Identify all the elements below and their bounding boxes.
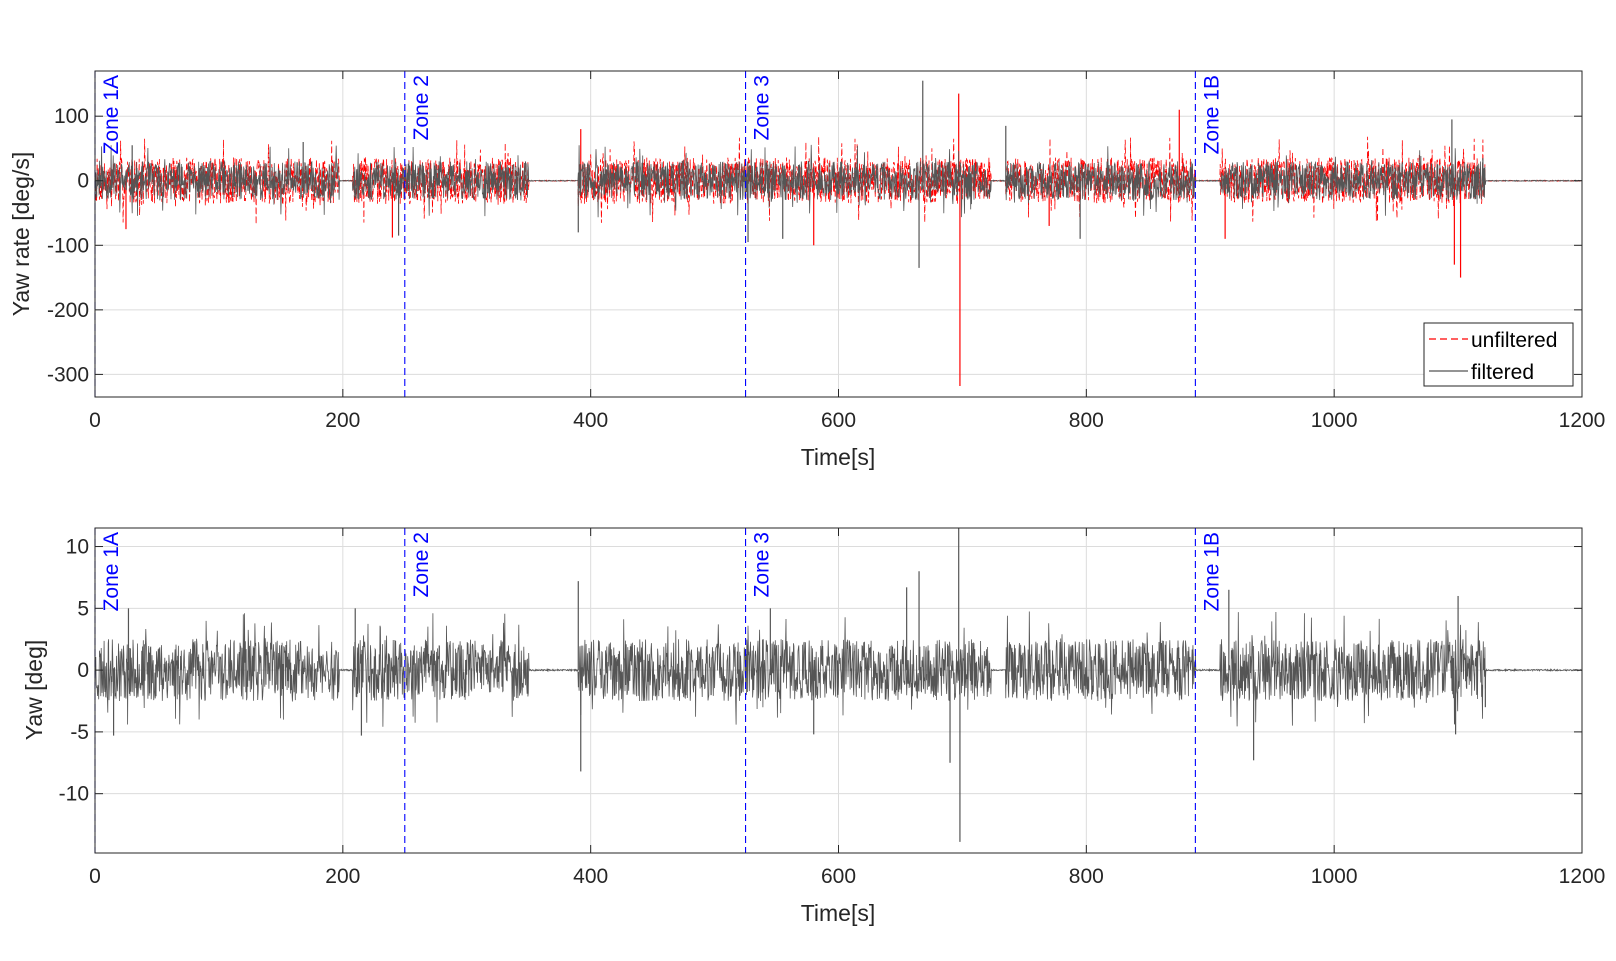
zone-label: Zone 3	[751, 75, 774, 140]
y-tick-label: -10	[59, 783, 89, 806]
zone-label: Zone 2	[410, 532, 433, 597]
y-tick-label: 5	[77, 597, 89, 620]
zone-label: Zone 1A	[100, 75, 123, 154]
y-tick-label: 0	[77, 659, 89, 682]
legend-label-unfiltered: unfiltered	[1471, 329, 1557, 352]
x-tick-label: 1000	[1311, 865, 1358, 888]
x-tick-label: 0	[89, 865, 101, 888]
x-tick-label: 800	[1069, 409, 1104, 432]
zone-label: Zone 1B	[1200, 75, 1223, 154]
x-axis-label: Time[s]	[801, 900, 876, 926]
x-tick-label: 0	[89, 409, 101, 432]
x-axis-label: Time[s]	[801, 444, 876, 470]
y-tick-label: -300	[47, 363, 89, 386]
y-tick-label: 100	[54, 105, 89, 128]
x-tick-label: 800	[1069, 865, 1104, 888]
legend-label-filtered: filtered	[1471, 361, 1534, 384]
zone-label: Zone 1B	[1200, 532, 1223, 611]
yaw-chart: Zone 1A Zone 2 Zone 3 Zone 1B 0 200 400 600 800…	[21, 528, 1605, 926]
yaw-rate-chart: Zone 1A Zone 2 Zone 3 Zone 1B 0 200 400 600 800…	[8, 71, 1605, 470]
y-tick-label: -200	[47, 299, 89, 322]
x-tick-label: 600	[821, 409, 856, 432]
x-tick-label: 1200	[1559, 409, 1606, 432]
y-axis-label: Yaw [deg]	[21, 640, 47, 741]
y-tick-label: 10	[66, 536, 89, 559]
x-tick-label: 400	[573, 865, 608, 888]
x-tick-label: 1000	[1311, 409, 1358, 432]
y-axis-label: Yaw rate [deg/s]	[8, 152, 34, 317]
legend: unfiltered filtered	[1424, 323, 1573, 386]
x-tick-label: 600	[821, 865, 856, 888]
x-tick-label: 400	[573, 409, 608, 432]
zone-label: Zone 2	[410, 75, 433, 140]
y-tick-label: -100	[47, 234, 89, 257]
x-tick-label: 200	[325, 409, 360, 432]
zone-label: Zone 3	[751, 532, 774, 597]
zone-label: Zone 1A	[100, 532, 123, 611]
y-tick-label: -5	[70, 721, 89, 744]
x-tick-label: 200	[325, 865, 360, 888]
x-tick-label: 1200	[1559, 865, 1606, 888]
y-tick-label: 0	[77, 170, 89, 193]
